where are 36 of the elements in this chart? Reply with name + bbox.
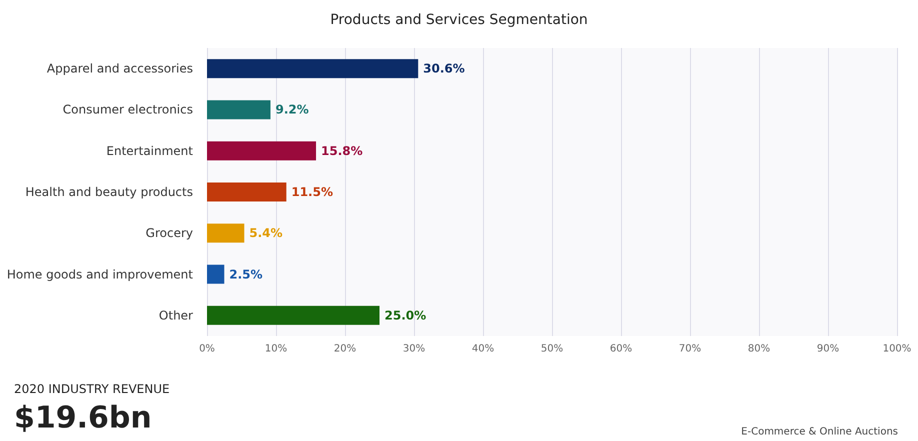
x-tick-label: 70% (678, 344, 702, 354)
data-label: 30.6% (423, 62, 465, 76)
bar (207, 100, 270, 120)
y-tick-label: Apparel and accessories (46, 62, 193, 76)
y-tick-label: Health and beauty products (25, 185, 193, 199)
bar (207, 224, 244, 243)
x-tick-label: 100% (882, 344, 912, 354)
x-tick-label: 90% (816, 344, 840, 354)
data-label: 9.2% (275, 102, 309, 117)
y-tick-label: Consumer electronics (62, 102, 193, 117)
text: E-Commerce & Online Auctions (741, 426, 898, 438)
x-tick-label: 0% (199, 344, 215, 354)
x-tick-label: 10% (264, 344, 288, 354)
y-tick-label: Entertainment (106, 144, 194, 158)
bar (207, 306, 380, 325)
bar (207, 141, 316, 160)
x-tick-label: 60% (610, 344, 632, 354)
text: 2020 INDUSTRY REVENUE (14, 382, 170, 396)
x-tick-label: 50% (540, 344, 564, 354)
x-tick-label: 80% (748, 344, 770, 354)
bar (207, 59, 418, 78)
x-tick-label: 20% (334, 344, 356, 354)
data-label: 2.5% (229, 267, 263, 282)
x-tick-label: 40% (472, 344, 494, 354)
y-tick-label: Grocery (146, 226, 193, 240)
data-label: 11.5% (291, 185, 333, 199)
x-tick-label: 30% (402, 344, 426, 354)
y-tick-label: Home goods and improvement (6, 267, 194, 282)
text: $19.6bn (14, 400, 152, 436)
data-label: 25.0% (384, 308, 426, 322)
bar (207, 264, 224, 284)
y-tick-label: Other (158, 308, 194, 322)
data-label: 5.4% (249, 226, 283, 240)
chart-title: Products and Services Segmentation (330, 12, 588, 28)
bar (207, 182, 286, 202)
data-label: 15.8% (321, 144, 363, 158)
